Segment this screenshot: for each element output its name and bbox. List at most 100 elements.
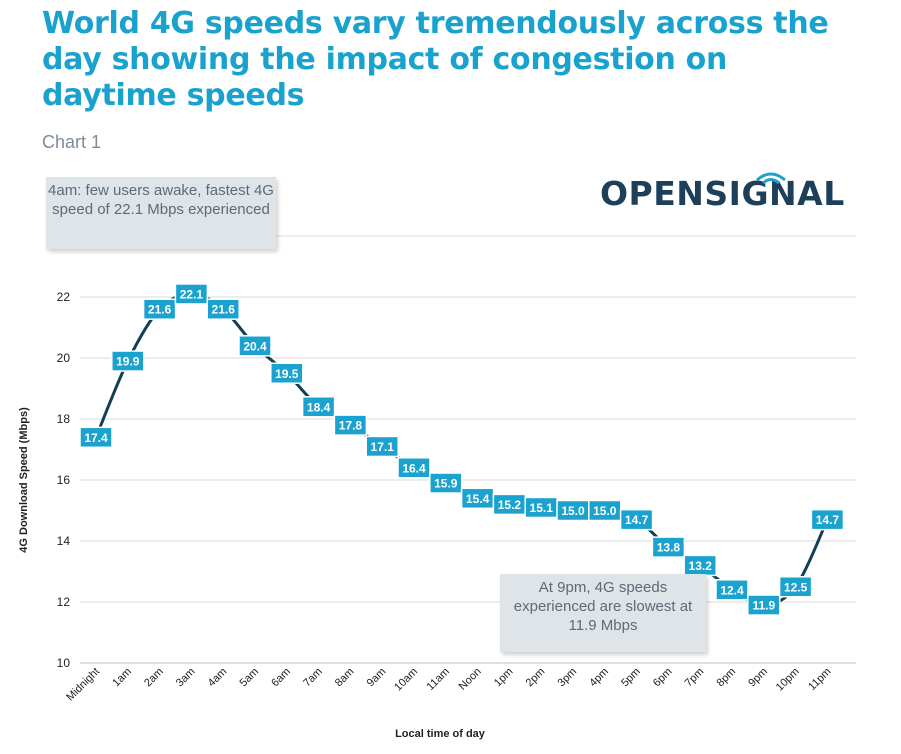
data-label-box: [397, 457, 431, 479]
x-tick-label: 2am: [142, 666, 166, 690]
data-label: 22.1: [174, 283, 209, 305]
data-label: 16.4: [397, 457, 431, 479]
x-tick-label: 7pm: [683, 666, 707, 690]
data-label-text: 15.4: [466, 492, 490, 506]
data-label: 21.6: [206, 298, 240, 320]
gridlines: [80, 235, 856, 664]
data-label: 20.4: [238, 335, 272, 357]
data-label-box: [333, 414, 368, 436]
data-label-text: 13.8: [657, 541, 681, 555]
x-tick-label: Midnight: [64, 666, 102, 704]
trough-annotation: At 9pm, 4G speeds experienced are slowes…: [500, 574, 706, 652]
data-label-box: [301, 396, 336, 418]
data-label-box: [206, 298, 240, 320]
data-label-text: 15.2: [498, 498, 522, 512]
x-tick-label: 2pm: [524, 666, 548, 690]
x-tick-label: Noon: [457, 666, 484, 693]
x-tick-label: 8am: [333, 666, 357, 690]
data-label-text: 15.0: [593, 504, 617, 518]
data-label-text: 20.4: [243, 339, 267, 353]
data-label: 13.8: [651, 536, 686, 558]
data-label-text: 21.6: [212, 303, 236, 317]
data-label-box: [715, 579, 749, 601]
x-tick-label: 11am: [425, 666, 452, 693]
data-label-text: 14.7: [816, 513, 840, 527]
x-tick-label: 9pm: [746, 666, 770, 690]
y-tick-label: 10: [57, 656, 71, 670]
data-label: 15.0: [588, 499, 622, 522]
logo-text: OPENSIGNAL: [600, 174, 845, 213]
data-label-text: 19.9: [116, 355, 140, 369]
data-label: 12.5: [778, 576, 813, 598]
data-label: 17.8: [333, 414, 368, 436]
data-label: 19.9: [111, 350, 145, 372]
x-tick-label: 10am: [392, 666, 420, 694]
data-label-box: [778, 576, 813, 598]
x-tick-label: 3am: [174, 666, 198, 690]
y-tick-label: 14: [57, 534, 71, 548]
x-tick-label: 4pm: [587, 666, 611, 690]
data-label: 15.0: [556, 499, 590, 522]
x-tick-label: 6pm: [651, 666, 675, 690]
data-label: 17.1: [365, 435, 399, 458]
data-label: 14.7: [619, 508, 654, 531]
data-label-text: 15.0: [561, 504, 585, 518]
data-label: 17.4: [79, 426, 113, 449]
chart-title: World 4G speeds vary tremendously across…: [42, 6, 829, 113]
data-label-text: 14.7: [625, 513, 649, 527]
data-label: 15.4: [460, 487, 495, 510]
data-label-text: 13.2: [689, 559, 713, 573]
data-label: 15.9: [429, 472, 463, 494]
x-axis-title: Local time of day: [395, 728, 486, 740]
data-label-text: 21.6: [148, 303, 172, 317]
x-tick-label: 5am: [237, 666, 261, 690]
x-tick-label: 11pm: [806, 666, 833, 693]
data-label: 11.9: [747, 594, 781, 616]
data-label: 15.1: [524, 496, 558, 519]
y-tick-label: 20: [57, 351, 71, 365]
data-label-box: [142, 298, 177, 320]
x-tick-label: 10pm: [774, 666, 802, 694]
data-label-text: 12.5: [784, 580, 808, 594]
data-label-text: 18.4: [307, 400, 331, 414]
data-label-text: 12.4: [720, 583, 744, 597]
data-label-box: [365, 435, 399, 458]
data-label-box: [79, 426, 113, 449]
peak-annotation: 4am: few users awake, fastest 4G speed o…: [46, 177, 276, 249]
data-label-box: [651, 536, 686, 558]
x-tick-label: 6am: [269, 666, 293, 690]
x-tick-label: 5pm: [619, 666, 643, 690]
x-tick-label: 1pm: [492, 666, 516, 690]
data-label-text: 17.8: [339, 419, 363, 433]
data-label-box: [111, 350, 145, 372]
y-tick-label: 16: [57, 473, 71, 487]
x-tick-label: 1am: [110, 666, 134, 690]
y-tick-label: 18: [57, 412, 71, 426]
x-tick-label: 7am: [301, 666, 325, 690]
y-axis-title: 4G Download Speed (Mbps): [18, 407, 30, 553]
opensignal-logo: OPENSIGNAL: [600, 172, 845, 216]
data-label-box: [747, 594, 781, 616]
y-axis-ticks: 10 12 14 16 18 20 22: [57, 290, 71, 670]
data-label-text: 17.1: [371, 440, 395, 454]
data-label: 21.6: [142, 298, 177, 320]
x-tick-label: 8pm: [714, 666, 738, 690]
data-labels: 17.4 19.9 21.6 22.1 21.6 20.4 19.5 18.4 17.8 17.1…: [79, 283, 845, 616]
data-label-text: 17.4: [84, 431, 108, 445]
data-label: 14.7: [810, 508, 845, 531]
data-label-box: [619, 508, 654, 531]
data-label: 15.2: [492, 493, 527, 516]
data-label-box: [429, 472, 463, 494]
x-axis-ticks: Midnight 1am 2am 3am 4am 5am 6am 7am 8am 9am 10am 1…: [64, 666, 833, 704]
data-label-text: 11.9: [752, 599, 775, 613]
data-label-text: 19.5: [275, 367, 299, 381]
data-label: 12.4: [715, 579, 749, 601]
data-label-box: [270, 362, 304, 384]
data-label-box: [238, 335, 272, 357]
data-label: 18.4: [301, 396, 336, 418]
data-label-text: 15.1: [530, 501, 554, 515]
data-label-box: [810, 508, 845, 531]
x-tick-label: 4am: [206, 666, 230, 690]
data-label-text: 16.4: [402, 461, 426, 475]
